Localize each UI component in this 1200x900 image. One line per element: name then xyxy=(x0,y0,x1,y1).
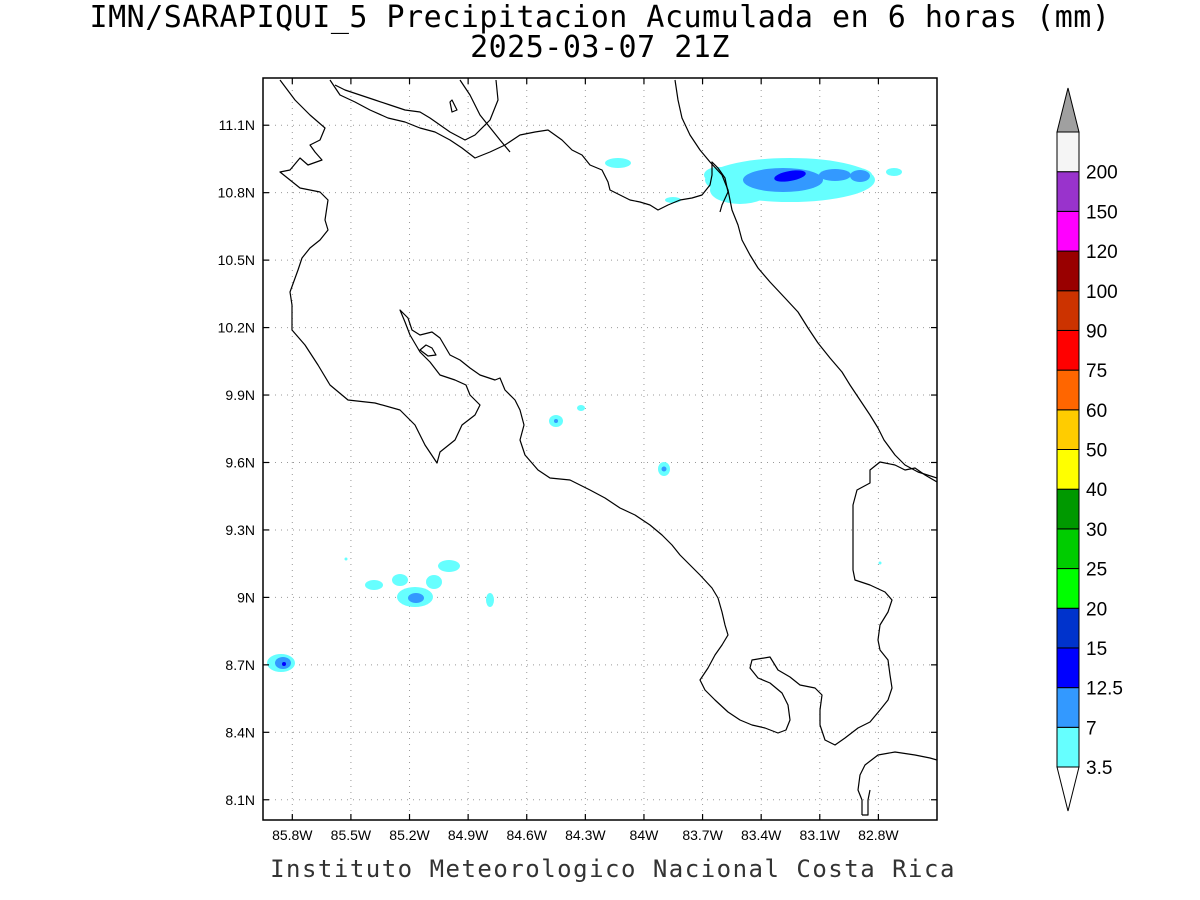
nicaragua-border xyxy=(329,79,729,213)
map-title: IMN/SARAPIQUI_5 Precipitacion Acumulada … xyxy=(89,0,1111,35)
lat-label: 10.5N xyxy=(218,252,255,268)
colorbar-label: 60 xyxy=(1086,401,1107,422)
colorbar-legend: 3.5 7 12.5 15 20 25 30 40 50 60 75 90 100 120 150 200 xyxy=(1056,87,1123,812)
lat-label: 9.3N xyxy=(225,522,255,538)
lat-label: 9.6N xyxy=(225,454,255,470)
colorbar-label: 100 xyxy=(1086,282,1118,303)
precip-cell-light xyxy=(577,405,585,411)
colorbar-label: 90 xyxy=(1086,321,1107,342)
caribbean-coast xyxy=(674,79,937,479)
precip-cell-light xyxy=(886,168,902,176)
lat-label: 8.7N xyxy=(225,657,255,673)
colorbar-label: 3.5 xyxy=(1086,758,1112,779)
colorbar-label: 25 xyxy=(1086,560,1107,581)
colorbar-swatch xyxy=(1056,488,1080,530)
lat-label: 9.9N xyxy=(225,387,255,403)
colorbar-swatch xyxy=(1056,687,1080,728)
credit-text: Instituto Meteorologico Nacional Costa R… xyxy=(270,855,956,883)
lat-label: 8.4N xyxy=(225,724,255,740)
longitude-labels: 85.8W 85.5W 85.2W 84.9W 84.6W 84.3W 84W 83.7W 83… xyxy=(272,827,899,843)
map-frame xyxy=(262,77,938,821)
lon-label: 85.5W xyxy=(331,827,372,843)
colorbar-label: 12.5 xyxy=(1086,679,1123,700)
lon-label: 84W xyxy=(630,827,660,843)
colorbar-label: 150 xyxy=(1086,202,1118,223)
colorbar-swatch xyxy=(1056,449,1080,490)
panama-coast xyxy=(857,751,937,816)
colorbar-label: 15 xyxy=(1086,639,1107,660)
map-gridlines xyxy=(263,78,937,820)
colorbar-under-arrow xyxy=(1056,766,1080,812)
colorbar-over-arrow xyxy=(1056,87,1080,133)
precip-cell-light xyxy=(704,167,732,183)
lat-label: 10.8N xyxy=(218,185,255,201)
colorbar-swatch xyxy=(1056,726,1080,768)
precip-cell-light xyxy=(605,158,631,168)
colorbar-swatch xyxy=(1056,369,1080,411)
precip-cell-moderate xyxy=(819,169,851,181)
colorbar-label: 50 xyxy=(1086,441,1107,462)
precip-cell-light xyxy=(850,170,870,182)
lon-label: 84.9W xyxy=(448,827,489,843)
nicoya-island xyxy=(419,344,437,357)
colorbar-swatch xyxy=(1056,647,1080,689)
lat-label: 9N xyxy=(237,589,255,605)
colorbar-swatch xyxy=(1056,171,1080,212)
colorbar-label: 75 xyxy=(1086,361,1107,382)
lon-label: 82.8W xyxy=(858,827,899,843)
precip-cell-heavy xyxy=(774,170,806,182)
precip-cell-light xyxy=(486,593,494,607)
lake-nicaragua-shore xyxy=(334,79,511,153)
colorbar-swatch xyxy=(1056,329,1080,371)
precip-cell-moderate xyxy=(554,419,558,423)
precip-cell-light xyxy=(392,574,408,586)
precip-cell-light xyxy=(365,580,383,590)
lon-label: 83.7W xyxy=(682,827,723,843)
map-subtitle: 2025-03-07 21Z xyxy=(470,30,730,65)
lon-label: 85.2W xyxy=(389,827,430,843)
precip-cell-moderate xyxy=(661,466,667,472)
colorbar-swatch xyxy=(1056,409,1080,450)
lat-label: 8.1N xyxy=(225,792,255,808)
precip-cell-light xyxy=(426,575,442,589)
colorbar-label: 7 xyxy=(1086,718,1097,739)
colorbar-label: 30 xyxy=(1086,520,1107,541)
ometepe-island xyxy=(449,99,458,113)
precip-cell-light xyxy=(878,561,882,565)
coastlines xyxy=(279,79,937,816)
lon-label: 84.3W xyxy=(565,827,606,843)
precipitation-field xyxy=(267,158,902,672)
lon-label: 84.6W xyxy=(507,827,548,843)
precip-cell-light xyxy=(438,560,460,572)
colorbar-label: 20 xyxy=(1086,599,1107,620)
lon-label: 85.8W xyxy=(272,827,313,843)
latitude-labels: 11.1N 10.8N 10.5N 10.2N 9.9N 9.6N 9.3N 9N 8.7N 8.… xyxy=(218,117,255,808)
colorbar-label: 200 xyxy=(1086,163,1118,184)
lat-label: 10.2N xyxy=(218,320,255,336)
colorbar-label: 40 xyxy=(1086,480,1107,501)
colorbar-swatch xyxy=(1056,290,1080,331)
colorbar-swatch xyxy=(1056,528,1080,570)
lon-label: 83.4W xyxy=(741,827,782,843)
northern-coast xyxy=(279,79,937,746)
colorbar-label: 120 xyxy=(1086,242,1118,263)
colorbar-swatch xyxy=(1056,131,1080,173)
colorbar-swatch xyxy=(1056,568,1080,609)
colorbar-swatch xyxy=(1056,210,1080,252)
precip-cell-heavy xyxy=(282,662,286,666)
precip-cell-moderate xyxy=(408,593,424,603)
lat-label: 11.1N xyxy=(219,117,255,133)
axis-ticks xyxy=(263,78,937,820)
colorbar-swatch xyxy=(1056,607,1080,649)
lon-label: 83.1W xyxy=(800,827,841,843)
colorbar-swatch xyxy=(1056,250,1080,292)
precip-cell-light xyxy=(344,557,348,561)
